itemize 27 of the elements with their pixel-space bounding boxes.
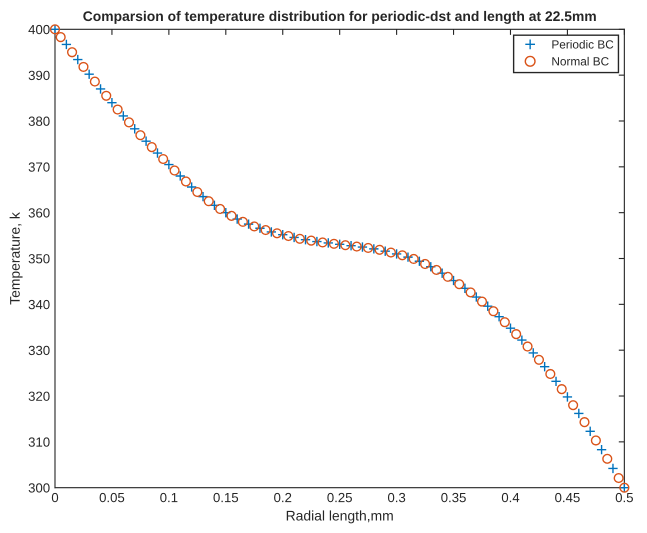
y-tick-label: 300 [28, 483, 50, 493]
y-axis-title: Temperature, k [10, 212, 23, 304]
x-tick-label: 0.45 [555, 492, 580, 502]
x-tick-label: 0.1 [160, 492, 178, 502]
y-tick-label: 390 [28, 70, 50, 80]
y-tick-label: 350 [28, 254, 50, 264]
y-tick-label: 380 [28, 116, 50, 126]
x-tick-label: 0.4 [502, 492, 520, 502]
x-tick-label: 0 [52, 492, 58, 502]
x-tick-label: 0.3 [388, 492, 406, 502]
x-tick-label: 0.35 [441, 492, 466, 502]
y-tick-label: 340 [28, 300, 50, 310]
legend-label: Normal BC [552, 56, 609, 66]
chart-title: Comparsion of temperature distribution for periodic-dst and length at 22.5mm [83, 10, 596, 24]
y-tick-label: 320 [28, 392, 50, 401]
legend-label: Periodic BC [552, 40, 614, 49]
y-tick-label: 360 [28, 208, 50, 218]
y-tick-label: 370 [28, 162, 50, 172]
x-tick-label: 0.5 [616, 492, 633, 502]
x-axis-title: Radial length,mm [286, 510, 393, 524]
y-tick-label: 400 [28, 24, 50, 34]
y-tick-label: 310 [28, 437, 50, 447]
x-tick-label: 0.15 [213, 492, 238, 502]
x-tick-label: 0.2 [274, 492, 292, 502]
y-tick-label: 330 [28, 346, 50, 356]
x-tick-label: 0.25 [327, 492, 352, 502]
x-tick-label: 0.05 [100, 492, 124, 502]
